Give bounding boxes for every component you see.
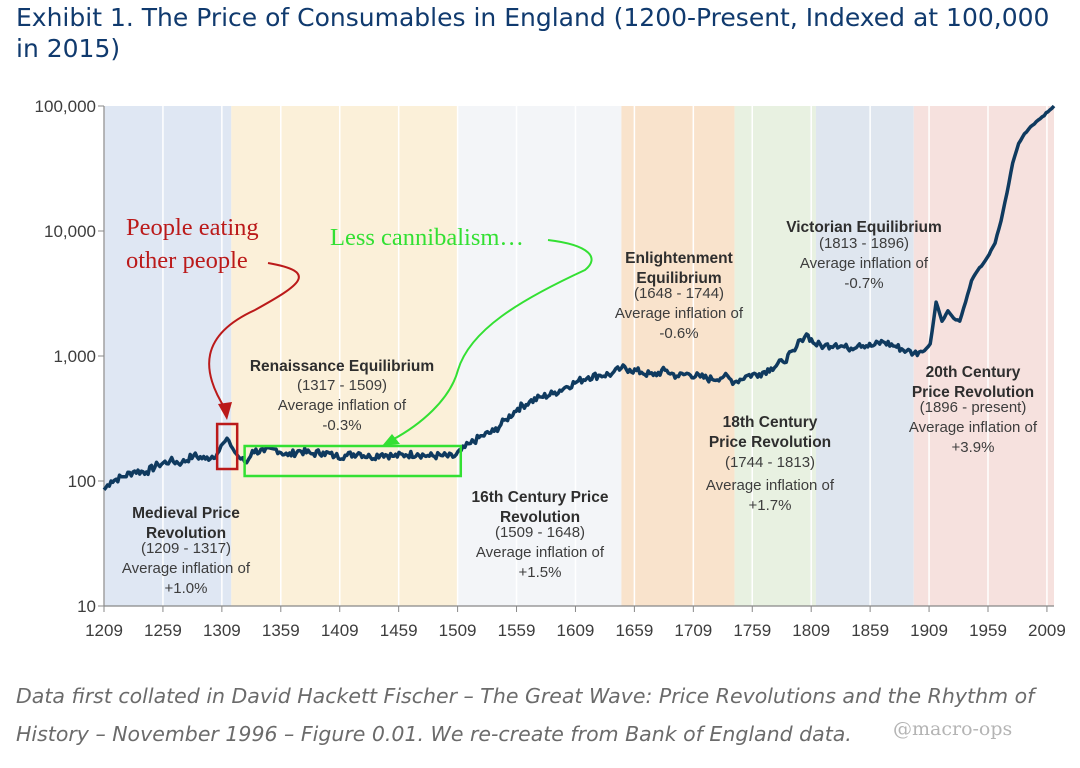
x-tick-1859: 1859 [851, 621, 889, 640]
era-inflation-value: +1.0% [165, 580, 208, 597]
era-inflation: Average inflation of [122, 560, 251, 577]
era-name: Revolution [146, 525, 226, 542]
era-name: Revolution [500, 509, 580, 526]
era-inflation-value: -0.3% [322, 417, 361, 434]
era-years: (1509 - 1648) [495, 524, 585, 541]
era-label-4: Enlightenment Equilibrium(1648 - 1744) Ave… [615, 250, 744, 342]
y-tick-1,000: 1,000 [53, 347, 96, 366]
era-inflation-value: +1.5% [519, 564, 562, 581]
era-band-4 [621, 106, 735, 606]
tick-labels: 1209 1259 1309 1359 1409 1459 1509 1559 1609 1659… [35, 97, 1066, 640]
era-inflation: Average inflation of [800, 255, 929, 272]
era-inflation: Average inflation of [706, 477, 835, 494]
x-tick-1959: 1959 [969, 621, 1007, 640]
era-band-6 [815, 106, 914, 606]
era-name: Enlightenment [625, 250, 733, 267]
era-name: Price Revolution [912, 384, 1034, 401]
x-tick-1609: 1609 [557, 621, 595, 640]
annotation-arrowhead-red [218, 402, 232, 420]
x-tick-1509: 1509 [439, 621, 477, 640]
price-line [102, 104, 1056, 491]
era-years: (1813 - 1896) [819, 235, 909, 252]
x-tick-1259: 1259 [144, 621, 182, 640]
era-years: (1209 - 1317) [141, 540, 231, 557]
era-label-5: 18th Century Price Revolution (1744 - 1813… [706, 414, 835, 514]
era-name: Equilibrium [636, 270, 721, 287]
era-years: (1896 - present) [920, 399, 1027, 416]
annotation-arrow-green [391, 239, 593, 441]
era-inflation-value: -0.6% [659, 325, 698, 342]
era-inflation: Average inflation of [909, 419, 1038, 436]
x-tick-1709: 1709 [674, 621, 712, 640]
x-tick-1659: 1659 [615, 621, 653, 640]
y-tick-10: 10 [77, 597, 96, 616]
era-label-1: Medieval Price Revolution(1209 - 1317) Ave… [122, 505, 251, 597]
era-name: 18th Century [723, 414, 818, 431]
x-tick-1809: 1809 [792, 621, 830, 640]
era-name: Price Revolution [709, 434, 831, 451]
x-tick-1409: 1409 [321, 621, 359, 640]
annotation-arrowhead-green [382, 434, 400, 446]
annotation-box-green [243, 444, 463, 478]
era-inflation-value: +3.9% [952, 439, 995, 456]
x-tick-1209: 1209 [85, 621, 123, 640]
y-tick-10,000: 10,000 [44, 222, 96, 241]
era-inflation-value: -0.7% [844, 275, 883, 292]
era-bands [104, 106, 1054, 606]
x-tick-1359: 1359 [262, 621, 300, 640]
annotation-text-red-2: other people [126, 247, 248, 274]
era-name: 20th Century [926, 364, 1021, 381]
x-tick-1309: 1309 [203, 621, 241, 640]
era-band-3 [457, 106, 622, 606]
chart-title: Exhibit 1. The Price of Consumables in E… [16, 3, 1050, 63]
era-name: 16th Century Price [472, 489, 609, 506]
x-tick-1559: 1559 [498, 621, 536, 640]
era-years: (1648 - 1744) [634, 285, 724, 302]
era-band-5 [734, 106, 816, 606]
era-inflation-value: +1.7% [749, 497, 792, 514]
y-tick-100,000: 100,000 [35, 97, 96, 116]
annotation-text-green: Less cannibalism… [330, 224, 524, 251]
era-label-7: 20th Century Price Revolution(1896 - pres… [909, 364, 1038, 456]
y-tick-100: 100 [68, 472, 96, 491]
x-tick-1759: 1759 [733, 621, 771, 640]
x-tick-2009: 2009 [1028, 621, 1066, 640]
x-tick-1909: 1909 [910, 621, 948, 640]
annotations: People eating other people Less cannibalis… [126, 214, 593, 478]
era-inflation: Average inflation of [278, 397, 407, 414]
era-name: Victorian Equilibrium [786, 219, 942, 236]
era-years: (1744 - 1813) [725, 454, 815, 471]
source-caption: Data first collated in David Hackett Fis… [16, 684, 1035, 746]
era-name: Medieval Price [132, 505, 240, 522]
annotation-text-red-1: People eating [126, 214, 259, 241]
era-years: (1317 - 1509) [297, 377, 387, 394]
annotation-box-red [215, 422, 239, 471]
gridlines [103, 106, 1048, 606]
era-inflation: Average inflation of [615, 305, 744, 322]
era-inflation: Average inflation of [476, 544, 605, 561]
price-chart: 1209 1259 1309 1359 1409 1459 1509 1559 1609 1659… [35, 97, 1066, 640]
era-band-7 [913, 106, 1054, 606]
era-label-3: 16th Century Price Revolution(1509 - 1648… [472, 489, 609, 581]
era-label-6: Victorian Equilibrium(1813 - 1896) Averag… [786, 219, 942, 292]
watermark: @macro-ops [893, 718, 1013, 740]
x-tick-1459: 1459 [380, 621, 418, 640]
era-band-2 [231, 106, 458, 606]
era-name: Renaissance Equilibrium [250, 358, 434, 375]
annotation-arrow-red [208, 262, 300, 411]
era-label-2: Renaissance Equilibrium (1317 - 1509) Aver… [250, 358, 434, 434]
